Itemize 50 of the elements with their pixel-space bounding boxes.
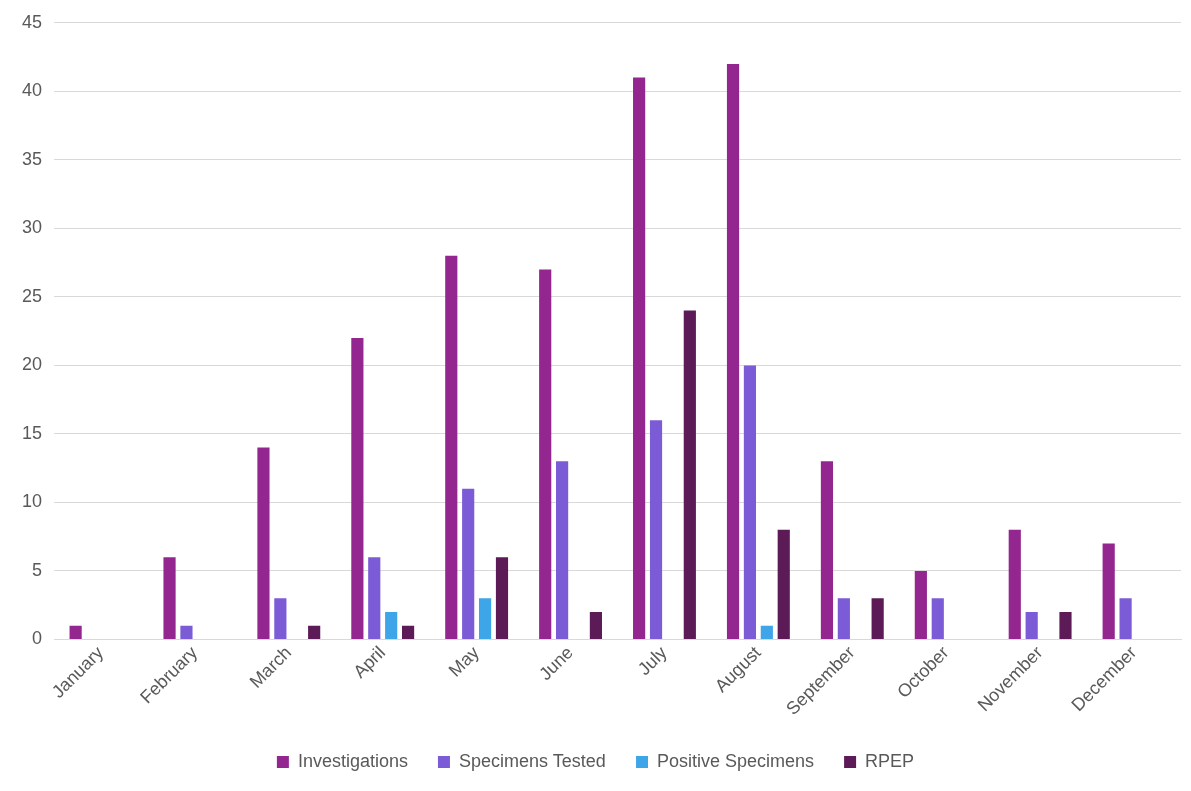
y-tick-label: 35 [21, 148, 43, 169]
bar [1059, 612, 1072, 639]
y-tick-label: 25 [21, 285, 43, 306]
bar [385, 612, 398, 639]
bar [495, 557, 509, 639]
bar [871, 598, 884, 639]
bar [820, 461, 834, 639]
bar [308, 625, 321, 639]
y-tick-label: 5 [32, 559, 43, 580]
bar [777, 529, 790, 639]
bar [1102, 543, 1115, 639]
bar [556, 461, 569, 639]
bar [633, 77, 646, 639]
bar [931, 598, 944, 639]
legend-label: Positive Specimens [657, 750, 815, 771]
y-tick-label: 20 [21, 354, 43, 375]
y-tick-label: 30 [21, 217, 43, 238]
bar [351, 337, 364, 639]
bar [257, 447, 270, 639]
bar [649, 420, 663, 639]
legend-label: Specimens Tested [458, 750, 606, 771]
bar [683, 310, 696, 639]
bar [589, 612, 602, 639]
bar [726, 63, 740, 639]
bar [760, 625, 773, 639]
bar [163, 557, 176, 639]
bar [402, 625, 415, 639]
bar [274, 598, 287, 639]
bar [445, 255, 458, 639]
legend-label: Investigations [297, 750, 408, 771]
bar [479, 598, 492, 639]
bar [1119, 598, 1132, 639]
bar [368, 557, 381, 639]
legend-label: RPEP [865, 750, 915, 771]
y-tick-label: 40 [21, 80, 43, 101]
bar [1025, 612, 1038, 639]
y-tick-label: 0 [32, 628, 43, 649]
bar [539, 269, 552, 639]
x-tick-label: July [634, 642, 671, 680]
y-tick-label: 10 [21, 491, 43, 512]
bar [837, 598, 850, 639]
y-tick-label: 15 [21, 422, 43, 443]
bar [914, 570, 927, 639]
y-tick-label: 45 [21, 11, 43, 32]
bar [743, 365, 757, 639]
x-tick-label: May [444, 642, 483, 681]
bar [180, 625, 193, 639]
bar [462, 488, 475, 639]
bar [69, 625, 82, 639]
bar [1008, 529, 1021, 639]
